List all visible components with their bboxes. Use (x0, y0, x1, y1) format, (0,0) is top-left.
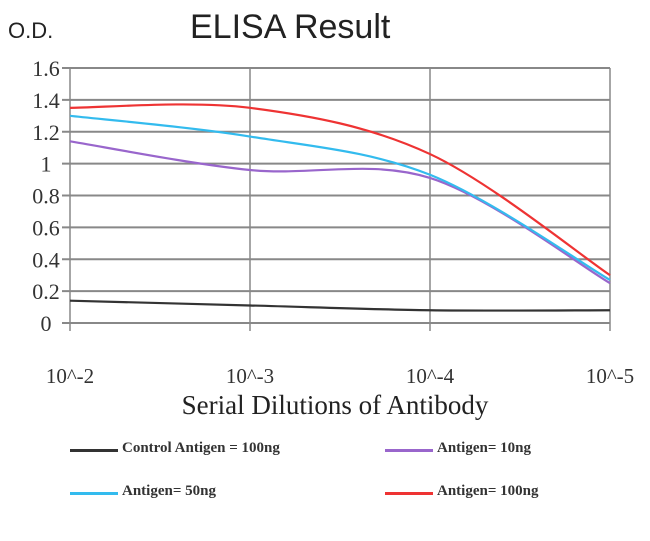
y-tick-label: 0.8 (32, 184, 60, 209)
legend-label: Antigen= 10ng (437, 440, 531, 456)
x-tick-label: 10^-2 (46, 364, 94, 388)
legend-swatch (70, 449, 118, 452)
x-axis-label: Serial Dilutions of Antibody (181, 390, 489, 420)
chart-title: ELISA Result (190, 8, 391, 46)
series-line (69, 103, 611, 277)
legend-label: Antigen= 100ng (437, 483, 539, 499)
y-axis-label: O.D. (8, 18, 54, 43)
legend-swatch (385, 492, 433, 495)
legend-swatch (385, 449, 433, 452)
y-tick-label: 1.4 (32, 88, 60, 113)
plot-area: 0 0.2 0.4 0.6 0.8 1 1.2 1.4 1.6 10^-2 10^-3 10^-4 10… (32, 56, 634, 388)
legend-label: Control Antigen = 100ng (122, 440, 280, 456)
y-tick-label: 0.6 (32, 215, 60, 240)
legend-swatch (70, 492, 118, 495)
series-line (69, 299, 611, 312)
x-tick-label: 10^-4 (406, 364, 455, 388)
series-line (69, 140, 611, 285)
series-line (69, 114, 611, 281)
x-tick-label: 10^-3 (226, 364, 274, 388)
y-tick-label: 1 (41, 152, 52, 177)
y-tick-label: 1.2 (32, 120, 60, 145)
y-tick-label: 0.4 (32, 247, 60, 272)
y-tick-label: 0 (41, 311, 52, 336)
x-tick-label: 10^-5 (586, 364, 634, 388)
legend-label: Antigen= 50ng (122, 483, 216, 499)
y-tick-label: 0.2 (32, 279, 60, 304)
y-tick-label: 1.6 (32, 56, 60, 81)
